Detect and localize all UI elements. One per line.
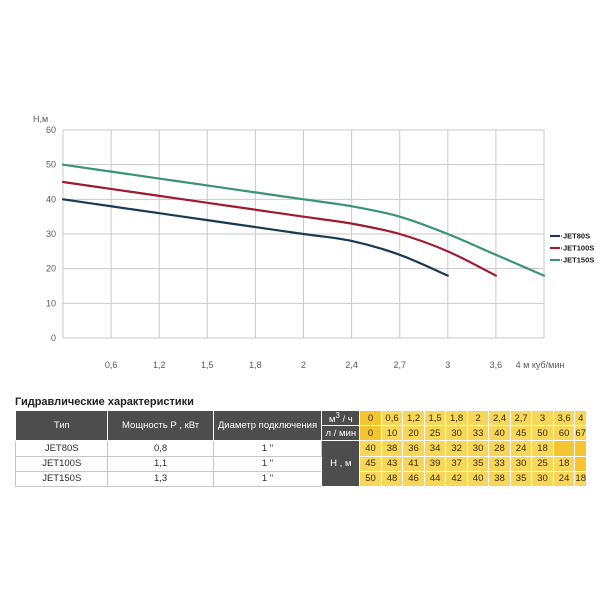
svg-text:30: 30 <box>46 229 56 239</box>
svg-text:0,6: 0,6 <box>105 360 118 370</box>
svg-text:2: 2 <box>301 360 306 370</box>
svg-text:JET80S: JET80S <box>563 231 590 240</box>
svg-text:JET100S: JET100S <box>563 243 594 252</box>
svg-text:10: 10 <box>46 298 56 308</box>
svg-text:2,7: 2,7 <box>393 360 406 370</box>
svg-text:1,2: 1,2 <box>153 360 166 370</box>
svg-text:4 м куб/мин: 4 м куб/мин <box>516 360 565 370</box>
svg-text:3,6: 3,6 <box>490 360 503 370</box>
svg-text:1,5: 1,5 <box>201 360 214 370</box>
svg-text:20: 20 <box>46 264 56 274</box>
svg-text:3: 3 <box>445 360 450 370</box>
svg-text:Н,м: Н,м <box>33 114 48 124</box>
svg-text:2,4: 2,4 <box>345 360 358 370</box>
svg-text:1,8: 1,8 <box>249 360 262 370</box>
svg-text:50: 50 <box>46 160 56 170</box>
svg-text:40: 40 <box>46 194 56 204</box>
svg-text:JET150S: JET150S <box>563 255 594 264</box>
svg-text:60: 60 <box>46 125 56 135</box>
svg-text:0: 0 <box>51 333 56 343</box>
